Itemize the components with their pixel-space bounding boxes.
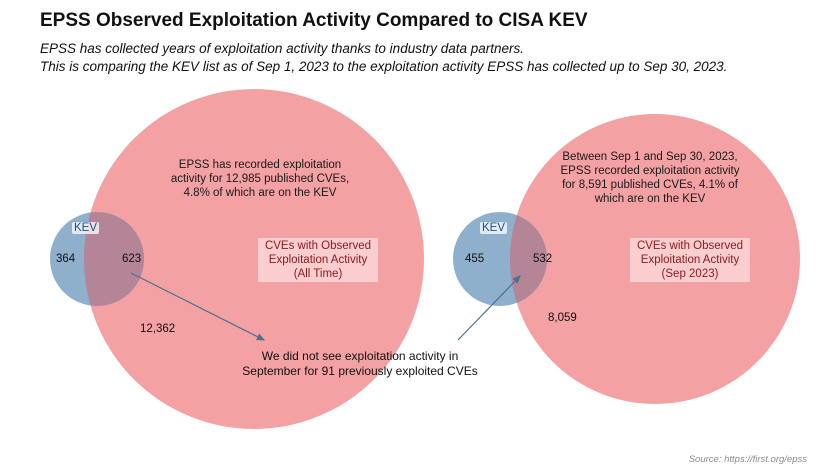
annotation-text: We did not see exploitation activity in … (242, 349, 478, 378)
left-description: EPSS has recorded exploitation activity … (170, 159, 350, 199)
left-kev-label: KEV (72, 222, 100, 234)
left-epss-circle (84, 89, 424, 429)
right-overlap-count: 532 (533, 253, 553, 265)
left-overlap-region (84, 212, 144, 306)
left-epss-only-count: 12,362 (140, 323, 176, 335)
right-epss-only-count: 8,059 (548, 312, 577, 324)
right-kev-label: KEV (480, 222, 508, 234)
arrow-from-annotation (457, 275, 521, 341)
subtitle-line-1: EPSS has collected years of exploitation… (40, 41, 525, 56)
left-kev-only-count: 364 (56, 253, 76, 265)
right-kev-only-count: 455 (465, 253, 485, 265)
right-overlap-region (510, 212, 547, 306)
source-note: Source: https://first.org/epss (688, 454, 807, 465)
right-circle-label: CVEs with Observed Exploitation Activity… (630, 238, 750, 282)
left-overlap-count: 623 (122, 253, 142, 265)
chart-title: EPSS Observed Exploitation Activity Comp… (40, 10, 588, 31)
left-circle-label: CVEs with Observed Exploitation Activity… (258, 238, 378, 282)
right-description: Between Sep 1 and Sep 30, 2023, EPSS rec… (560, 151, 740, 205)
arrow-to-annotation (130, 272, 266, 341)
subtitle-line-2: This is comparing the KEV list as of Sep… (40, 59, 728, 74)
